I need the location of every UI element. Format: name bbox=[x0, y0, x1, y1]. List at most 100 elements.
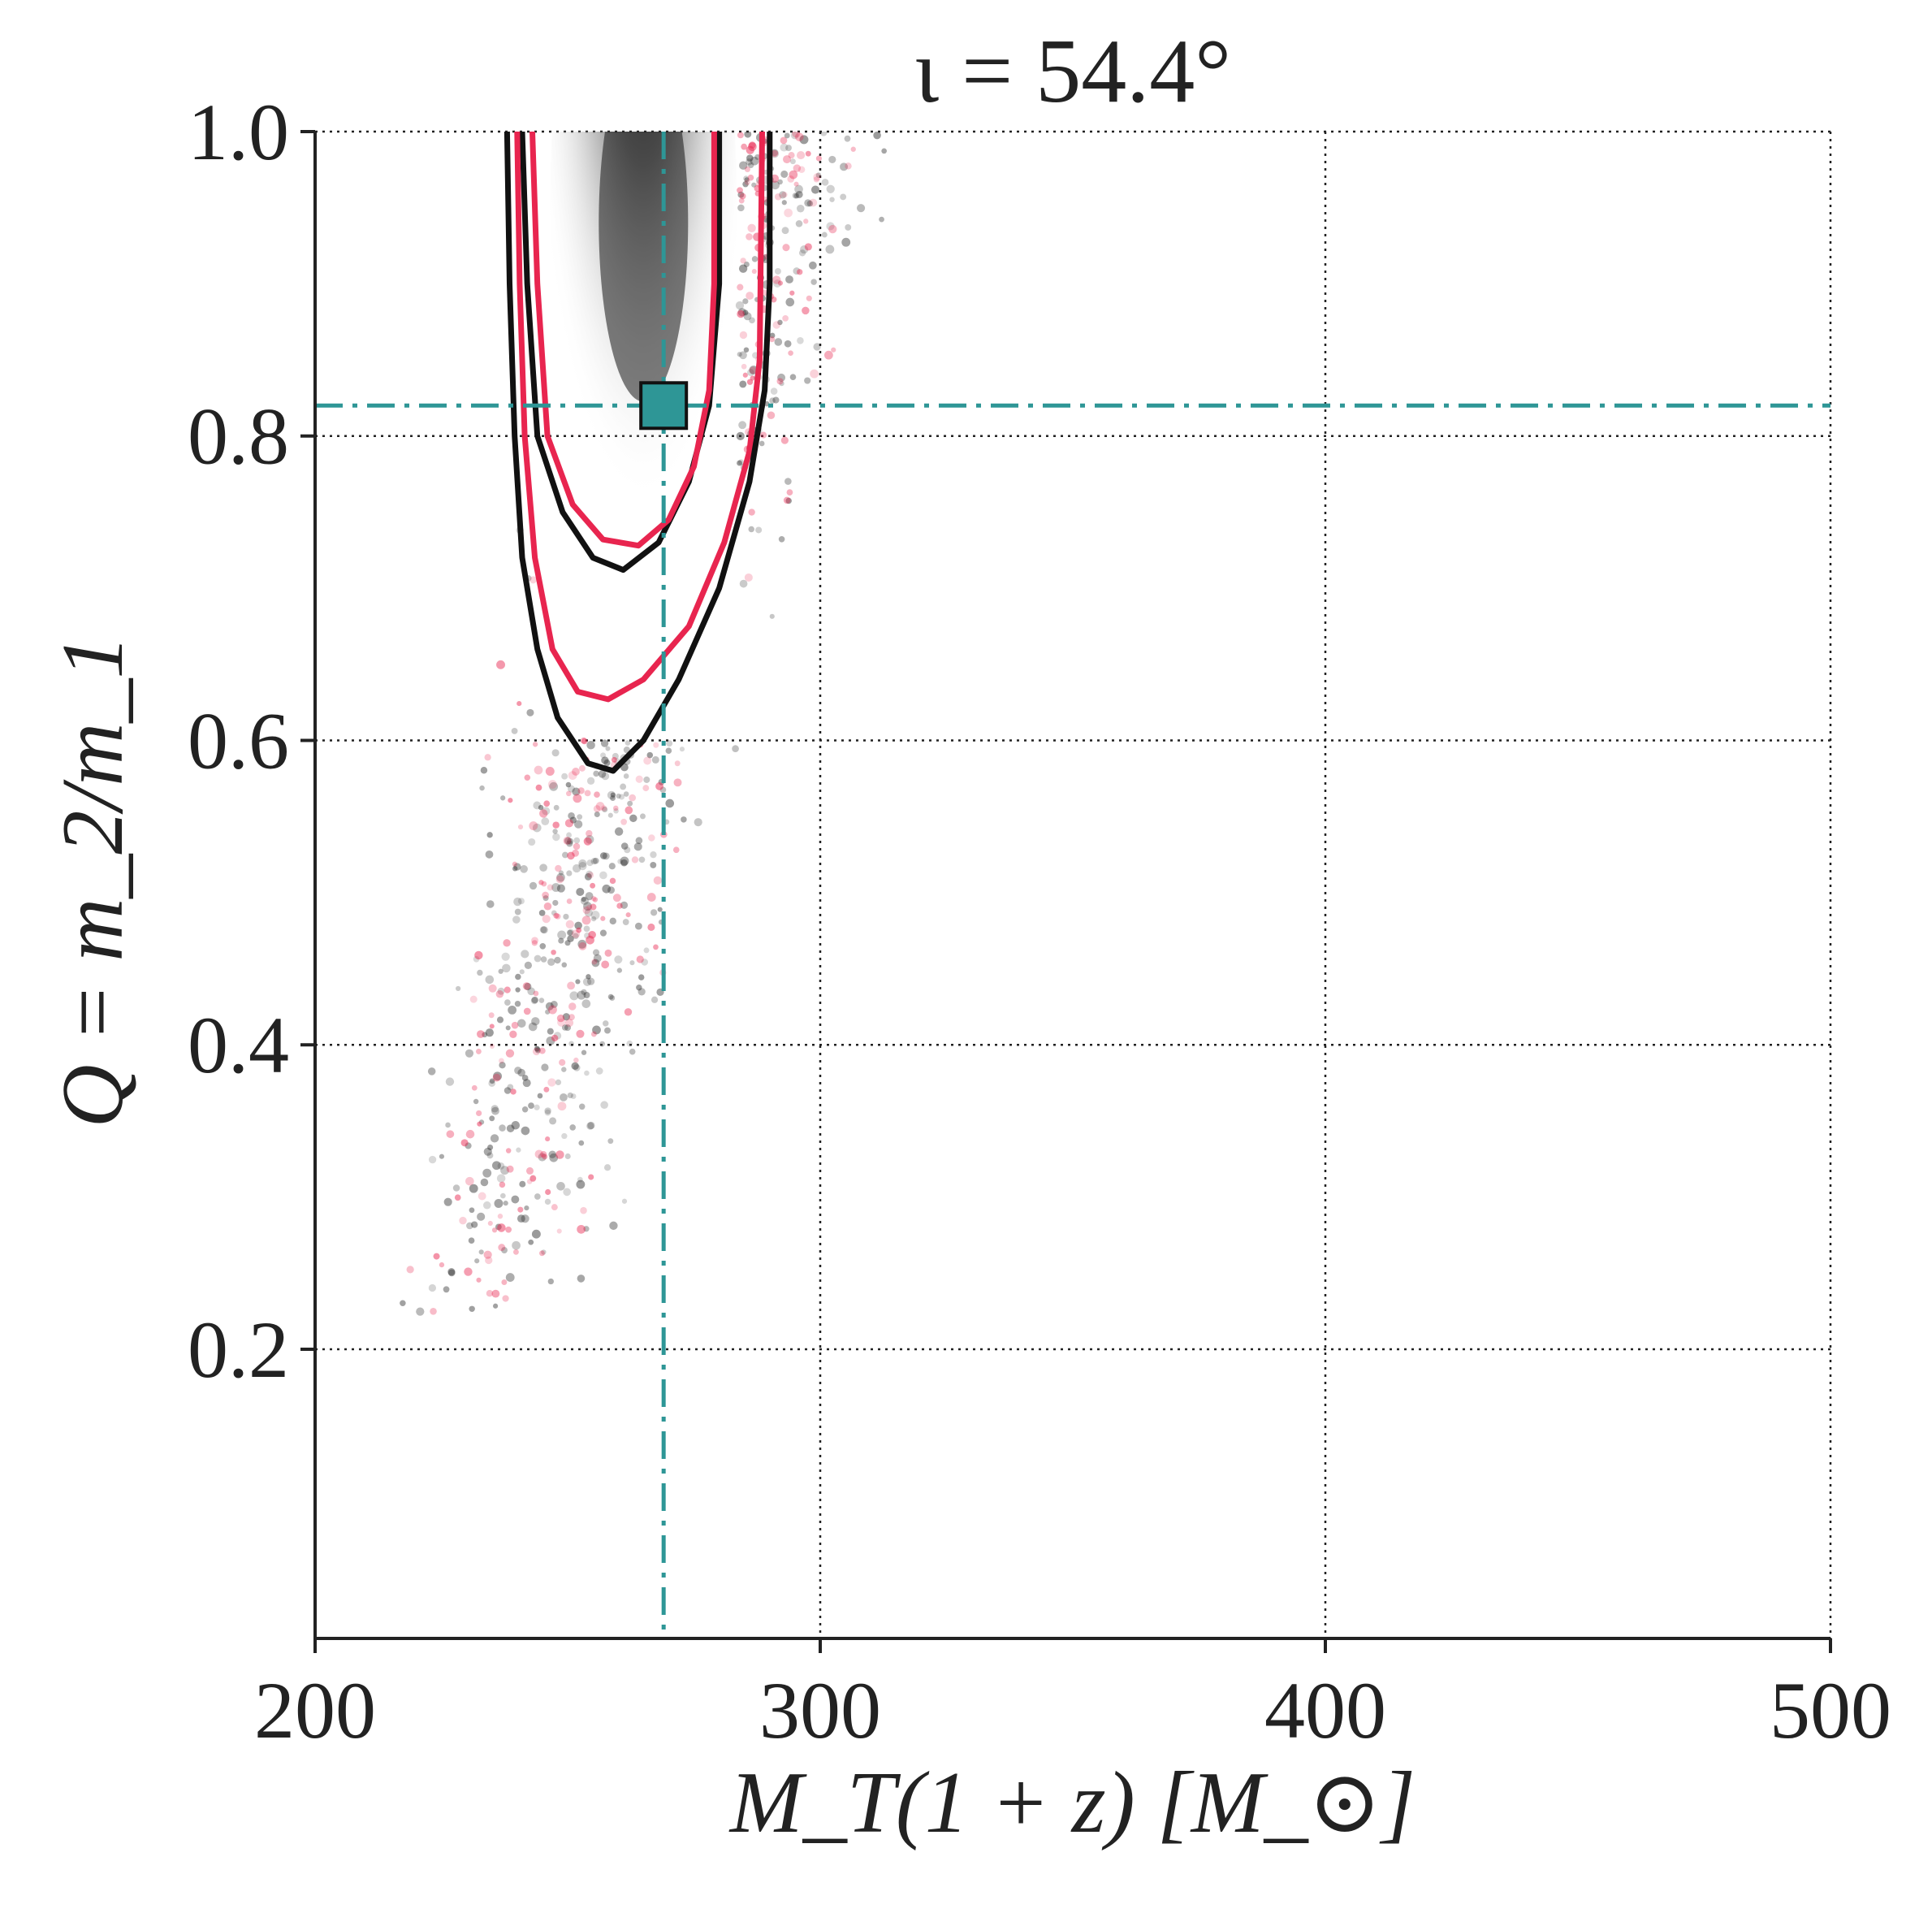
scatter-point bbox=[529, 576, 538, 584]
scatter-point bbox=[740, 258, 746, 264]
scatter-point bbox=[542, 915, 551, 924]
scatter-point bbox=[616, 902, 623, 909]
scatter-point bbox=[557, 1101, 567, 1111]
scatter-point bbox=[496, 1016, 504, 1024]
scatter-point bbox=[505, 1049, 515, 1058]
scatter-point bbox=[534, 1047, 541, 1054]
scatter-point bbox=[806, 295, 812, 301]
scatter-point bbox=[416, 1307, 425, 1316]
scatter-point bbox=[519, 969, 525, 975]
scatter-point bbox=[535, 784, 542, 791]
injected-value-marker bbox=[639, 381, 689, 431]
scatter-point bbox=[468, 1237, 475, 1244]
scatter-point bbox=[505, 1148, 512, 1153]
scatter-point bbox=[490, 1134, 499, 1143]
scatter-point bbox=[782, 244, 790, 252]
scatter-point bbox=[512, 1249, 519, 1255]
scatter-point bbox=[486, 900, 495, 908]
scatter-point bbox=[534, 1149, 544, 1158]
scatter-point bbox=[603, 1020, 609, 1027]
scatter-point bbox=[494, 1199, 504, 1208]
scatter-point bbox=[826, 184, 835, 193]
scatter-point bbox=[428, 1283, 437, 1292]
scatter-point bbox=[802, 306, 810, 315]
scatter-point bbox=[483, 1147, 492, 1156]
scatter-point bbox=[778, 535, 785, 543]
scatter-point bbox=[545, 1188, 551, 1196]
scatter-point bbox=[504, 986, 511, 993]
contours bbox=[504, 132, 773, 774]
scatter-point bbox=[495, 989, 504, 998]
scatter-point bbox=[741, 143, 747, 150]
scatter-point bbox=[588, 930, 596, 939]
scatter-point bbox=[797, 337, 804, 344]
scatter-point bbox=[650, 861, 657, 868]
scatter-point bbox=[479, 785, 485, 791]
scatter-point bbox=[793, 181, 799, 187]
scatter-point bbox=[517, 1019, 526, 1028]
scatter-point bbox=[844, 135, 851, 142]
scatter-point bbox=[609, 1221, 618, 1231]
scatter-point bbox=[799, 135, 809, 145]
scatter-point bbox=[433, 1253, 440, 1260]
scatter-point bbox=[460, 1139, 469, 1147]
scatter-point bbox=[650, 996, 659, 1003]
scatter-point bbox=[447, 1269, 456, 1277]
scatter-point bbox=[482, 1032, 488, 1038]
scatter-point bbox=[566, 840, 573, 847]
scatter-point bbox=[496, 1174, 506, 1183]
title-text: ι = 54.4° bbox=[914, 21, 1231, 122]
scatter-point bbox=[558, 870, 564, 876]
scatter-point bbox=[638, 988, 646, 996]
scatter-point bbox=[512, 861, 517, 867]
scatter-point bbox=[804, 199, 812, 207]
scatter-point bbox=[556, 872, 565, 882]
scatter-point bbox=[624, 1008, 633, 1016]
scatter-point bbox=[622, 919, 629, 925]
scatter-point bbox=[446, 1130, 455, 1138]
contour-inner bbox=[529, 132, 717, 549]
scatter-point bbox=[784, 208, 793, 218]
scatter-point bbox=[650, 909, 658, 916]
scatter-point bbox=[516, 1147, 521, 1153]
scatter-point bbox=[556, 884, 565, 893]
scatter-point bbox=[583, 1226, 590, 1232]
scatter-point bbox=[625, 740, 631, 746]
scatter-point bbox=[626, 1040, 633, 1047]
scatter-point bbox=[601, 772, 610, 781]
scatter-point bbox=[777, 373, 786, 382]
scatter-point bbox=[586, 777, 595, 785]
scatter-point bbox=[616, 967, 623, 973]
scatter-point bbox=[620, 818, 628, 825]
y-tick-label: 0.2 bbox=[188, 1305, 289, 1395]
scatter-point bbox=[522, 982, 531, 990]
scatter-point bbox=[651, 755, 659, 764]
scatter-point bbox=[576, 927, 582, 933]
scatter-point bbox=[751, 256, 759, 262]
scatter-point bbox=[577, 1176, 583, 1183]
scatter-point bbox=[609, 877, 616, 885]
scatter-point bbox=[739, 380, 747, 388]
scatter-point bbox=[427, 1067, 436, 1076]
scatter-point bbox=[555, 1150, 564, 1159]
scatter-point bbox=[743, 347, 750, 353]
scatter-point bbox=[600, 752, 607, 759]
scatter-point bbox=[586, 870, 593, 878]
scatter-point bbox=[793, 267, 801, 275]
scatter-point bbox=[782, 155, 792, 164]
scatter-point bbox=[751, 182, 757, 188]
scatter-point bbox=[500, 795, 506, 801]
scatter-point bbox=[612, 752, 619, 760]
scatter-point bbox=[607, 790, 616, 799]
scatter-point bbox=[542, 895, 549, 902]
scatter-point bbox=[521, 950, 529, 959]
scatter-point bbox=[541, 881, 547, 887]
scatter-point bbox=[604, 949, 612, 957]
scatter-point bbox=[573, 837, 581, 844]
scatter-point bbox=[521, 1075, 529, 1081]
scatter-point bbox=[551, 1034, 559, 1042]
scatter-point bbox=[665, 799, 675, 808]
scatter-point bbox=[625, 912, 631, 918]
scatter-point bbox=[400, 1300, 406, 1307]
scatter-point bbox=[540, 926, 548, 934]
